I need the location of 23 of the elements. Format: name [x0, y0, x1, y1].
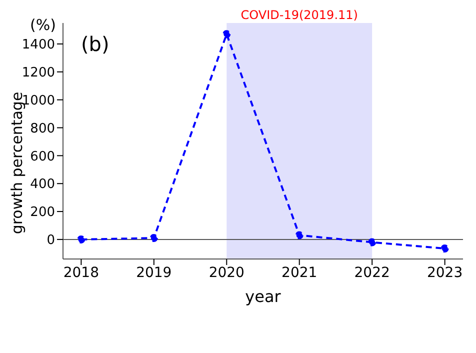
x-tick-label: 2020	[208, 264, 244, 281]
point	[222, 30, 231, 38]
point	[150, 234, 158, 242]
x-tick-label: 2022	[354, 264, 390, 281]
y-tick-label: 1200	[22, 65, 55, 80]
point	[440, 244, 449, 253]
x-tick-label: 2023	[427, 264, 463, 281]
point	[368, 238, 376, 246]
x-tick-label: 2019	[136, 264, 172, 281]
y-tick-label: 600	[30, 149, 55, 164]
point	[77, 235, 86, 244]
y-tick-label: 200	[30, 205, 55, 220]
point	[295, 231, 304, 240]
y-tick-label: 0	[46, 233, 55, 248]
y-tick-label: 800	[30, 121, 55, 136]
annotation: (b)	[81, 32, 110, 56]
x-tick-label: 2021	[282, 264, 318, 281]
y-tick-label: 400	[30, 177, 55, 192]
band-label: COVID-19(2019.11)	[240, 8, 358, 22]
x-axis-title: year	[245, 287, 282, 306]
y-tick-label: 1400	[22, 38, 55, 53]
x-tick-label: 2018	[63, 264, 99, 281]
text: (%)	[30, 16, 56, 34]
